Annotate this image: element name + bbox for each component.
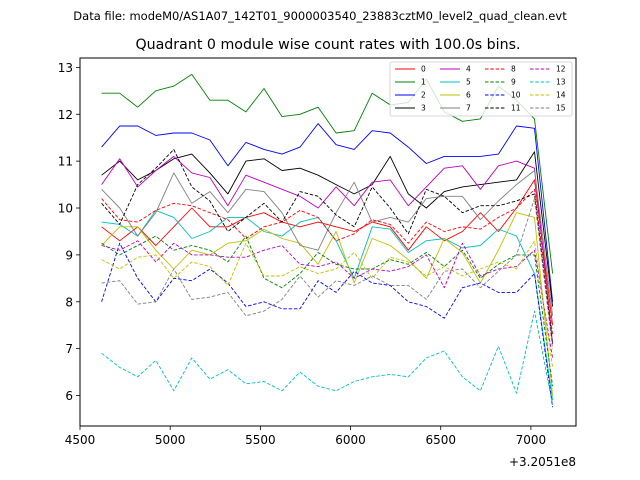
legend-label-0: 0 xyxy=(421,65,426,74)
y-tick-label: 6 xyxy=(65,389,73,403)
legend-label-7: 7 xyxy=(466,104,471,113)
series-line-14 xyxy=(101,240,554,368)
series-line-2 xyxy=(101,123,554,302)
legend-label-6: 6 xyxy=(466,91,471,100)
plot-area xyxy=(79,57,577,427)
series-layer xyxy=(101,73,554,408)
y-tick-label: 13 xyxy=(58,61,73,75)
legend-label-2: 2 xyxy=(421,91,426,100)
legend-label-12: 12 xyxy=(556,65,566,74)
legend-label-14: 14 xyxy=(556,91,566,100)
legend-label-8: 8 xyxy=(511,65,516,74)
y-tick-label: 12 xyxy=(58,108,73,122)
x-tick-label: 6000 xyxy=(335,433,366,447)
series-line-4 xyxy=(101,155,554,345)
legend-label-10: 10 xyxy=(511,91,521,100)
x-tick-label: 7000 xyxy=(516,433,547,447)
series-line-11 xyxy=(101,148,554,345)
y-tick-label: 8 xyxy=(65,295,73,309)
y-tick-label: 9 xyxy=(65,248,73,262)
plot-frame xyxy=(79,57,577,427)
series-line-1 xyxy=(101,73,554,274)
suptitle: Data file: modeM0/AS1A07_142T01_90000035… xyxy=(73,9,567,23)
series-line-6 xyxy=(101,212,554,396)
legend-label-11: 11 xyxy=(511,104,521,113)
x-offset-label: +3.2051e8 xyxy=(509,455,576,469)
x-tick-label: 5000 xyxy=(155,433,186,447)
legend-label-4: 4 xyxy=(466,65,471,74)
x-tick-label: 6500 xyxy=(425,433,456,447)
legend-label-9: 9 xyxy=(511,78,516,87)
series-line-9 xyxy=(101,235,554,387)
legend-label-1: 1 xyxy=(421,78,426,87)
legend-label-13: 13 xyxy=(556,78,566,87)
series-line-7 xyxy=(101,170,554,316)
series-line-8 xyxy=(101,188,554,335)
y-tick-label: 11 xyxy=(58,155,73,169)
legend-label-15: 15 xyxy=(556,104,566,113)
x-tick-label: 5500 xyxy=(245,433,276,447)
series-line-13 xyxy=(101,310,554,405)
y-axis: 6 7 8 9 10 11 12 13 xyxy=(58,61,80,403)
legend-label-3: 3 xyxy=(421,104,426,113)
y-tick-label: 7 xyxy=(65,342,73,356)
legend-label-5: 5 xyxy=(466,78,471,87)
series-line-10 xyxy=(101,242,554,408)
x-axis: 4500 5000 5500 6000 6500 7000 xyxy=(65,426,546,447)
y-tick-label: 10 xyxy=(58,202,73,216)
series-line-15 xyxy=(101,198,554,349)
x-tick-label: 4500 xyxy=(65,433,96,447)
legend-box xyxy=(389,61,573,117)
chart-title: Quadrant 0 module wise count rates with … xyxy=(135,37,520,53)
